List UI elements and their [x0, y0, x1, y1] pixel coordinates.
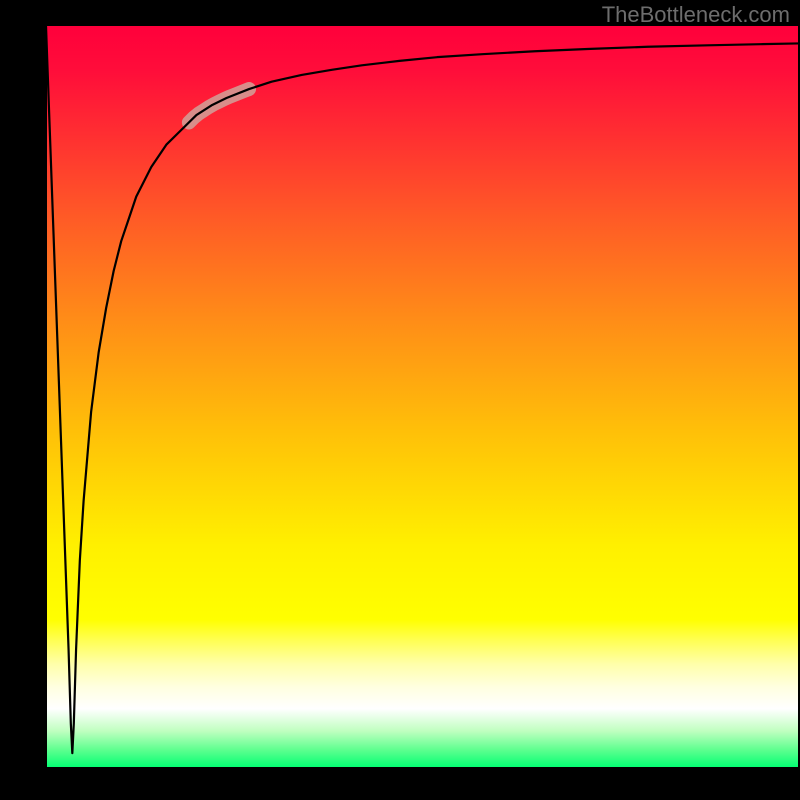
chart-svg	[0, 0, 800, 800]
plot-background	[46, 26, 798, 768]
bottleneck-chart: TheBottleneck.com	[0, 0, 800, 800]
watermark-label: TheBottleneck.com	[602, 2, 790, 28]
